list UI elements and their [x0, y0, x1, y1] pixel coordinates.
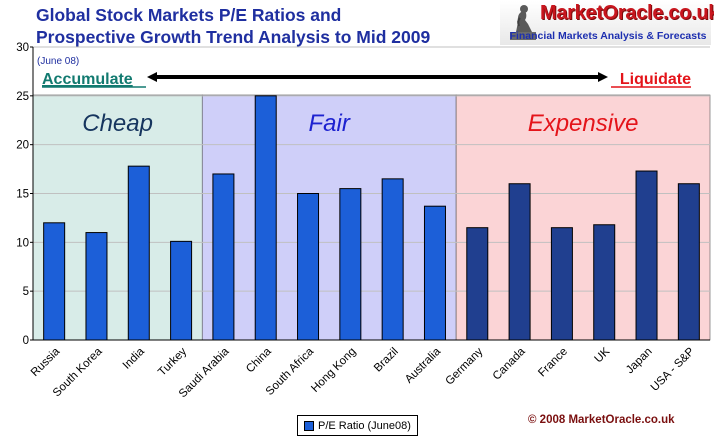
bar-turkey	[170, 240, 193, 341]
chart-title: Global Stock Markets P/E Ratios and Pros…	[36, 4, 506, 48]
chart-title-line-2: Prospective Growth Trend Analysis to Mid…	[36, 27, 431, 47]
bar-brazil	[381, 178, 404, 341]
liquidate-label: Liquidate	[620, 71, 691, 88]
x-tick-label: UK	[593, 345, 613, 365]
x-tick-label: China	[244, 345, 274, 375]
chart-title-line-1: Global Stock Markets P/E Ratios and	[36, 5, 342, 25]
x-tick-label: France	[536, 346, 570, 380]
accumulate-label: Accumulate	[42, 71, 133, 88]
x-tick-label: Germany	[443, 345, 485, 387]
bar-germany	[466, 227, 489, 341]
x-tick-label: India	[121, 345, 148, 372]
bar-usa-s-p	[677, 183, 700, 341]
x-tick-label: USA - S&P	[649, 345, 697, 393]
x-tick-label: Turkey	[156, 345, 189, 378]
y-tick-label: 0	[23, 335, 29, 347]
bar-hong-kong	[339, 188, 362, 341]
thinker-statue-icon	[510, 5, 536, 40]
bar-uk	[593, 224, 616, 341]
zone-label-expensive: Expensive	[528, 110, 639, 137]
legend-swatch	[304, 420, 314, 431]
bar-russia	[43, 222, 66, 341]
x-tick-label: Russia	[29, 345, 63, 379]
x-tick-label: Australia	[403, 345, 444, 386]
logo-name: MarketOracle.co.uk	[540, 2, 714, 24]
site-logo[interactable]: MarketOracle.co.uk Financial Markets Ana…	[500, 1, 714, 45]
bar-india	[127, 165, 150, 341]
bar-australia	[423, 205, 446, 341]
legend-label: P/E Ratio (June08)	[318, 419, 411, 432]
y-tick-label: 10	[16, 237, 29, 249]
zone-expensive	[455, 94, 711, 341]
y-tick-label: 5	[23, 286, 29, 298]
chart-legend: P/E Ratio (June08)	[297, 415, 418, 436]
zone-label-fair: Fair	[309, 110, 351, 137]
x-tick-label: Canada	[491, 345, 528, 382]
bar-south-korea	[85, 232, 108, 341]
zone-fair	[201, 94, 457, 341]
zone-label-cheap: Cheap	[82, 110, 153, 137]
copyright-notice: © 2008 MarketOracle.co.uk	[528, 414, 675, 426]
bar-south-africa	[297, 193, 320, 341]
x-tick-label: Hong Kong	[309, 346, 358, 395]
y-tick-label: 30	[16, 42, 29, 54]
x-tick-label: Japan	[624, 346, 655, 377]
bar-china	[254, 95, 277, 341]
x-tick-label: Brazil	[372, 346, 401, 375]
bar-france	[550, 227, 573, 341]
chart-subtitle: (June 08)	[37, 56, 79, 67]
bar-canada	[508, 183, 531, 341]
bar-japan	[635, 170, 658, 341]
y-tick-label: 15	[16, 189, 29, 201]
y-tick-label: 25	[16, 91, 29, 103]
logo-tagline: Financial Markets Analysis & Forecasts	[509, 30, 707, 42]
bar-saudi-arabia	[212, 173, 235, 341]
y-tick-label: 20	[16, 140, 29, 152]
